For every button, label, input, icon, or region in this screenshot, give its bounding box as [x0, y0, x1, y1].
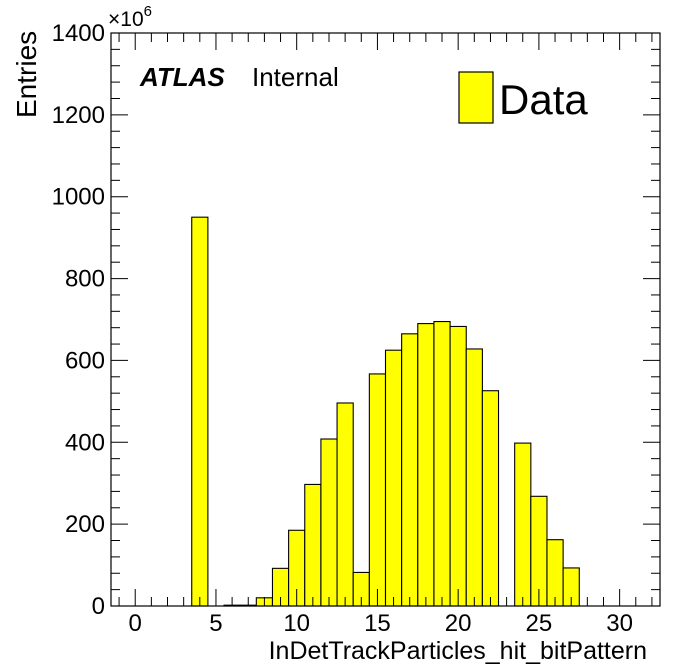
y-tick-label: 800	[65, 266, 105, 293]
y-tick-label: 0	[92, 593, 105, 620]
x-axis-label: InDetTrackParticles_hit_bitPattern	[269, 637, 647, 665]
y-axis-label: Entries	[11, 31, 42, 118]
atlas-label: ATLAS	[139, 62, 225, 92]
histogram-bar	[514, 442, 532, 607]
histogram-bar	[336, 402, 354, 607]
histogram-bar	[481, 390, 500, 607]
y-multiplier-exponent: 6	[144, 3, 152, 20]
x-tick-label: 10	[283, 610, 310, 637]
y-multiplier: ×106	[108, 3, 152, 31]
y-tick-label: 1200	[52, 102, 105, 129]
histogram-bar	[449, 325, 467, 607]
histogram-bar	[368, 373, 387, 607]
histogram-bar	[546, 539, 564, 607]
axis-tick-labels: 0 5 10 15 20 25 30 0 200 400 600 800 1000 1200 1400	[52, 20, 633, 637]
histogram-bar	[191, 216, 209, 607]
histogram-bar	[304, 483, 322, 607]
y-tick-label: 400	[65, 429, 105, 456]
histogram-bar	[465, 348, 483, 607]
x-tick-label: 0	[129, 610, 142, 637]
legend-label: Data	[499, 76, 588, 123]
x-tick-label: 20	[445, 610, 472, 637]
x-tick-label: 5	[209, 610, 222, 637]
y-tick-label: 1000	[52, 184, 105, 211]
y-tick-label: 1400	[52, 20, 105, 47]
y-tick-label: 200	[65, 511, 105, 538]
internal-label: Internal	[252, 62, 339, 92]
histogram-bar	[320, 438, 338, 607]
x-tick-label: 15	[364, 610, 391, 637]
histogram-bar	[401, 333, 419, 607]
histogram-bar	[384, 349, 403, 607]
legend-swatch	[458, 71, 494, 124]
x-tick-label: 25	[526, 610, 553, 637]
plot-frame	[110, 32, 661, 607]
axis-ticks	[111, 32, 660, 607]
histogram-bar	[417, 323, 435, 607]
x-tick-label: 30	[606, 610, 633, 637]
histogram-bar	[433, 320, 451, 607]
y-tick-label: 600	[65, 347, 105, 374]
